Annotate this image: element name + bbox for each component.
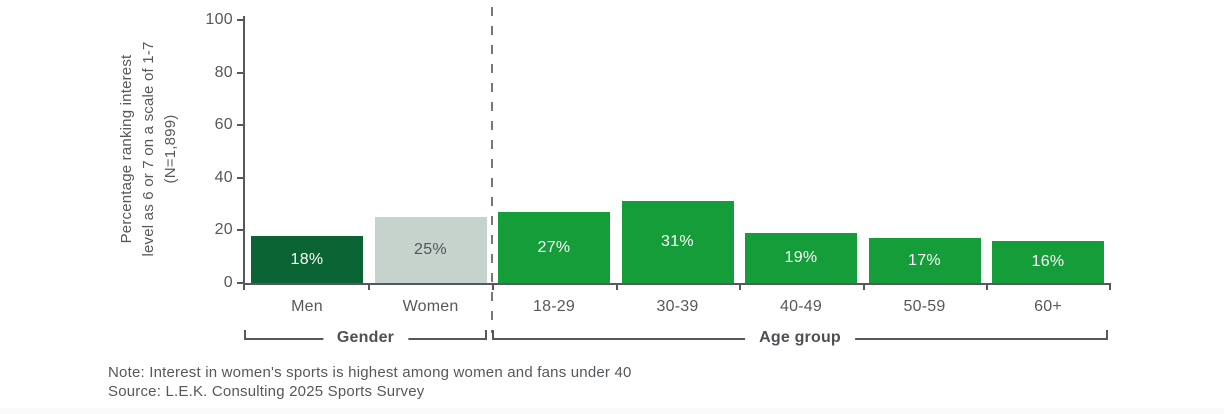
bar-value-label: 19% <box>784 249 818 266</box>
x-category-label-50-59: 50-59 <box>903 298 946 315</box>
bar-value-label: 17% <box>908 251 941 269</box>
bar-value-label: 16% <box>1031 253 1065 270</box>
bar-value-label: 27% <box>537 238 571 256</box>
y-axis-line <box>243 16 245 285</box>
x-category-label-30-39: 30-39 <box>656 298 699 315</box>
x-tick-mark-4 <box>739 285 741 290</box>
x-tick-mark-0 <box>243 285 245 290</box>
y-tick-mark-100 <box>237 19 243 21</box>
y-axis-label-line-3: (N=1,899) <box>162 114 179 184</box>
x-category-label-men: Men <box>291 298 323 315</box>
source-text: Source: L.E.K. Consulting 2025 Sports Su… <box>108 383 425 400</box>
x-tick-mark-7 <box>1109 285 1111 290</box>
bar-women: 25% <box>374 217 487 283</box>
x-tick-mark-6 <box>986 285 988 290</box>
x-tick-mark-2 <box>492 285 494 290</box>
y-tick-mark-40 <box>237 176 243 179</box>
bar-value-label: 25% <box>414 241 447 258</box>
group-separator-dashed-line <box>491 7 493 333</box>
y-axis-label-line-1: Percentage ranking interest <box>118 54 135 244</box>
gender-group-label: Gender <box>322 329 409 347</box>
y-tick-mark-60 <box>237 124 243 127</box>
y-tick-label-80: 80 <box>214 63 233 81</box>
x-tick-mark-5 <box>862 285 865 290</box>
bar-40-49: 19% <box>745 233 857 283</box>
y-tick-label-60: 60 <box>214 116 233 134</box>
bar-value-label: 18% <box>290 250 324 268</box>
x-category-label-60-: 60+ <box>1034 298 1062 315</box>
gender-group-bracket: Gender <box>244 329 487 347</box>
bar-value-label: 31% <box>661 233 694 250</box>
bar-men: 18% <box>251 236 363 283</box>
age-group-label: Age group <box>745 329 855 347</box>
bottom-edge-artifact <box>0 408 1224 414</box>
bar-60-: 16% <box>992 241 1104 283</box>
y-tick-label-100: 100 <box>205 11 233 28</box>
x-tick-mark-1 <box>368 285 370 290</box>
x-category-label-women: Women <box>402 298 459 315</box>
y-axis-label: Percentage ranking interest level as 6 o… <box>116 9 184 289</box>
y-tick-label-40: 40 <box>214 168 233 186</box>
y-tick-label-20: 20 <box>214 221 233 239</box>
x-category-label-18-29: 18-29 <box>533 298 575 315</box>
y-tick-mark-80 <box>237 71 243 74</box>
bar-18-29: 27% <box>498 212 610 283</box>
bar-30-39: 31% <box>621 201 734 283</box>
y-tick-mark-0 <box>237 282 243 284</box>
y-tick-mark-20 <box>237 229 243 232</box>
x-category-label-40-49: 40-49 <box>780 298 822 315</box>
x-axis-line <box>243 283 1111 285</box>
bar-50-59: 17% <box>868 238 981 283</box>
x-tick-mark-3 <box>615 285 618 290</box>
age-group-bracket: Age group <box>492 329 1108 347</box>
note-text: Note: Interest in women's sports is high… <box>108 364 632 381</box>
y-axis-label-line-2: level as 6 or 7 on a scale of 1-7 <box>140 41 157 257</box>
y-tick-label-0: 0 <box>223 274 233 291</box>
